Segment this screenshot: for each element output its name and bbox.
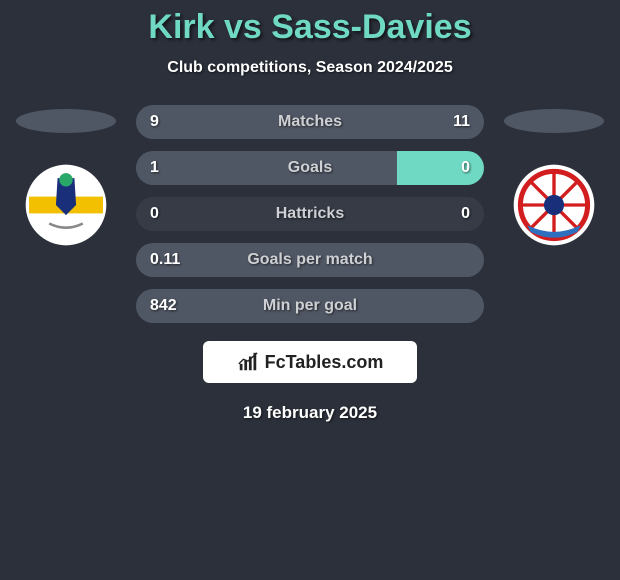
hartlepool-crest-icon bbox=[512, 163, 596, 247]
left-club-crest bbox=[24, 163, 108, 247]
stat-label: Hattricks bbox=[136, 197, 484, 231]
stat-right-value: 11 bbox=[453, 105, 470, 139]
stat-row: 842Min per goal bbox=[136, 289, 484, 323]
date: 19 february 2025 bbox=[0, 403, 620, 423]
subtitle: Club competitions, Season 2024/2025 bbox=[0, 59, 620, 77]
right-crest-column bbox=[504, 105, 604, 247]
stat-row: 1Goals0 bbox=[136, 151, 484, 185]
shadow-ellipse-left bbox=[16, 109, 116, 133]
page-title: Kirk vs Sass-Davies bbox=[0, 8, 620, 47]
source-logo: FcTables.com bbox=[203, 341, 417, 383]
stat-right-value: 0 bbox=[461, 151, 470, 185]
stat-row: 0Hattricks0 bbox=[136, 197, 484, 231]
stat-row: 9Matches11 bbox=[136, 105, 484, 139]
stat-label: Matches bbox=[136, 105, 484, 139]
chart-icon bbox=[237, 351, 259, 373]
stat-label: Min per goal bbox=[136, 289, 484, 323]
comparison-infographic: Kirk vs Sass-Davies Club competitions, S… bbox=[0, 0, 620, 580]
logo-text: FcTables.com bbox=[265, 352, 384, 373]
sutton-crest-icon bbox=[24, 163, 108, 247]
left-crest-column bbox=[16, 105, 116, 247]
stat-row: 0.11Goals per match bbox=[136, 243, 484, 277]
right-club-crest bbox=[512, 163, 596, 247]
stat-label: Goals bbox=[136, 151, 484, 185]
stat-right-value: 0 bbox=[461, 197, 470, 231]
content-row: 9Matches111Goals00Hattricks00.11Goals pe… bbox=[0, 105, 620, 323]
stats-column: 9Matches111Goals00Hattricks00.11Goals pe… bbox=[136, 105, 484, 323]
shadow-ellipse-right bbox=[504, 109, 604, 133]
stat-label: Goals per match bbox=[136, 243, 484, 277]
